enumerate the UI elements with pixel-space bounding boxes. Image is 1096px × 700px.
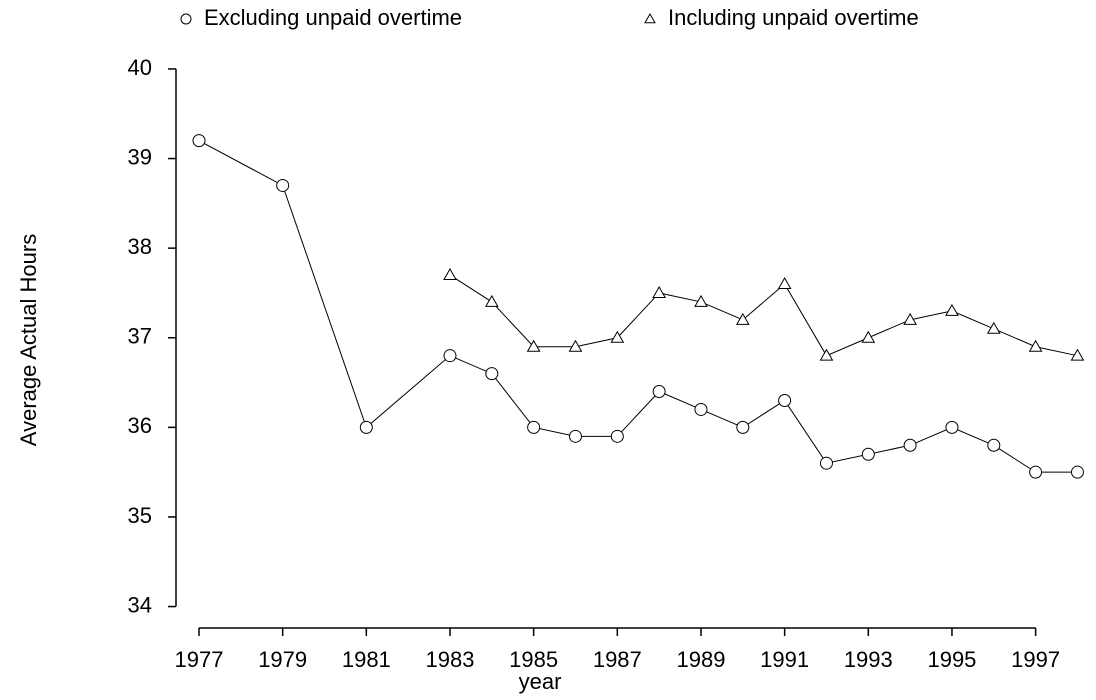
data-point: [652, 285, 667, 298]
data-point: [610, 429, 624, 443]
data-point: [987, 438, 1001, 452]
data-point: [484, 294, 499, 307]
y-tick-label: 37: [128, 324, 152, 349]
y-tick-label: 35: [128, 503, 152, 528]
x-tick-label: 1987: [593, 647, 642, 672]
data-point: [276, 178, 290, 192]
x-tick-label: 1989: [676, 647, 725, 672]
data-point: [1028, 339, 1043, 352]
y-axis-label: Average Actual Hours: [16, 234, 41, 446]
x-tick-label: 1979: [258, 647, 307, 672]
data-point: [735, 312, 750, 325]
data-point: [694, 402, 708, 416]
data-point: [527, 420, 541, 434]
series-line: [198, 140, 1078, 473]
data-point: [819, 456, 833, 470]
data-point: [778, 393, 792, 407]
y-tick-label: 34: [128, 592, 152, 617]
data-point: [819, 348, 834, 361]
data-point: [1029, 465, 1043, 479]
data-point: [359, 420, 373, 434]
data-point: [861, 447, 875, 461]
data-point: [443, 268, 457, 281]
data-point: [568, 339, 583, 352]
data-point: [526, 339, 541, 352]
x-tick-label: 1991: [760, 647, 809, 672]
data-point: [485, 367, 499, 381]
y-tick-label: 39: [128, 144, 152, 169]
data-point: [1070, 465, 1084, 479]
data-point: [610, 330, 625, 343]
legend-marker: [644, 12, 656, 24]
series-line: [449, 274, 1078, 357]
x-tick-label: 1997: [1011, 647, 1060, 672]
data-point: [1070, 348, 1085, 361]
y-tick-label: 40: [128, 55, 152, 80]
x-tick-label: 1995: [927, 647, 976, 672]
data-point: [986, 321, 1001, 334]
data-point: [443, 349, 457, 363]
x-tick-label: 1981: [342, 647, 391, 672]
data-point: [192, 134, 206, 148]
y-tick-label: 36: [128, 413, 152, 438]
y-tick-label: 38: [128, 234, 152, 259]
x-axis-label: year: [519, 669, 562, 694]
data-point: [861, 330, 876, 343]
x-tick-label: 1983: [426, 647, 475, 672]
x-tick-label: 1977: [175, 647, 224, 672]
legend-label: Including unpaid overtime: [668, 5, 919, 30]
legend-marker: [180, 13, 192, 25]
data-point: [568, 429, 582, 443]
data-point: [945, 303, 959, 316]
x-tick-label: 1985: [509, 647, 558, 672]
data-point: [736, 420, 750, 434]
data-point: [777, 276, 792, 289]
legend-label: Excluding unpaid overtime: [204, 5, 462, 30]
data-point: [903, 438, 917, 452]
data-point: [694, 294, 708, 307]
data-point: [945, 420, 959, 434]
x-tick-label: 1993: [844, 647, 893, 672]
data-point: [652, 385, 666, 399]
data-point: [903, 312, 917, 325]
